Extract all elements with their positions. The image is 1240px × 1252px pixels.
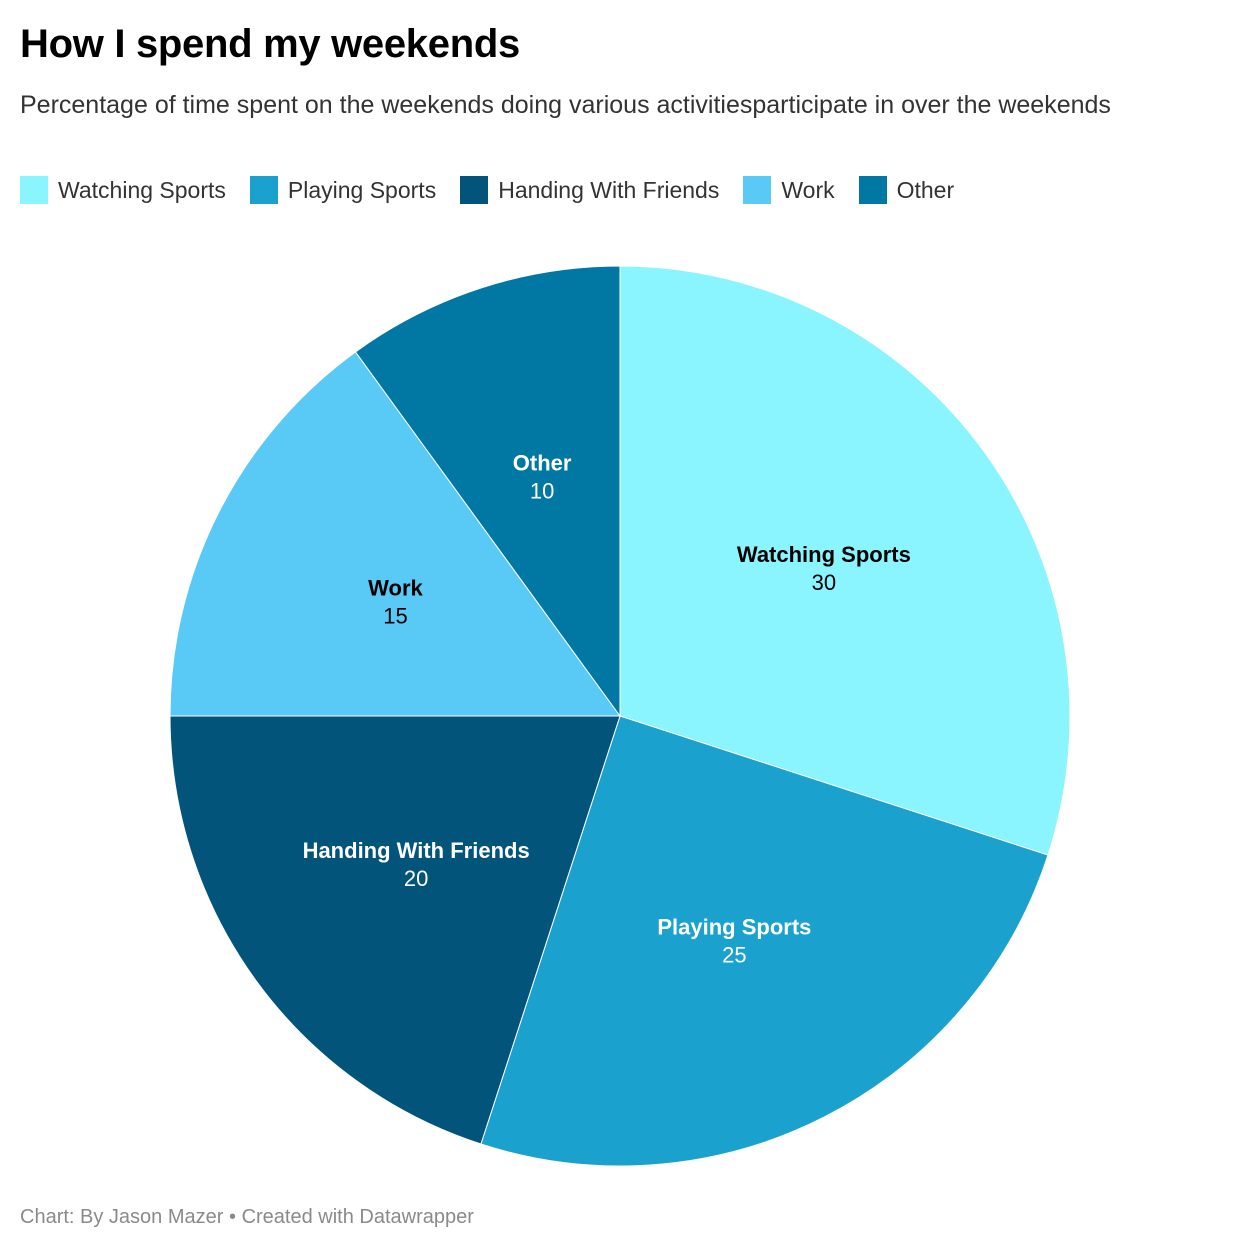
legend-swatch-other [858, 176, 887, 204]
legend-label-other: Other [896, 176, 955, 203]
chart-subtitle: Percentage of time spent on the weekends… [20, 91, 1111, 119]
chart-title: How I spend my weekends [20, 22, 520, 66]
pie-slice-work [169, 351, 621, 717]
chart-legend: Watching Sports Playing Sports Handing W… [20, 176, 978, 204]
slice-value-watching-sports: 30 [812, 570, 836, 595]
footer-credit: Created with Datawrapper [241, 1206, 474, 1228]
slice-value-playing-sports: 25 [722, 943, 746, 968]
legend-swatch-watching-sports [20, 176, 48, 204]
legend-label-work: Work [781, 176, 835, 203]
slice-label-handing-with-friends: Handing With Friends [303, 838, 530, 863]
legend-label-watching-sports: Watching Sports [58, 176, 226, 203]
chart-footer: Chart: By Jason Mazer • Created with Dat… [20, 1206, 474, 1229]
legend-label-playing-sports: Playing Sports [287, 176, 437, 203]
legend-swatch-playing-sports [249, 176, 278, 204]
legend-item-playing-sports: Playing Sports [249, 176, 437, 204]
legend-swatch-handing-with-friends [460, 176, 489, 204]
legend-item-handing-with-friends: Handing With Friends [460, 176, 719, 204]
slice-value-handing-with-friends: 20 [404, 866, 428, 891]
slice-label-watching-sports: Watching Sports [737, 542, 911, 567]
legend-item-other: Other [858, 176, 955, 204]
pie-slice-playing-sports [480, 715, 1049, 1167]
slice-value-work: 15 [383, 604, 407, 629]
legend-swatch-work [743, 176, 772, 204]
legend-item-work: Work [743, 176, 835, 204]
legend-label-handing-with-friends: Handing With Friends [498, 176, 720, 203]
pie-slice-handing-with-friends [169, 715, 621, 1145]
legend-item-watching-sports: Watching Sports [20, 176, 226, 204]
pie-slice-other [354, 265, 621, 718]
pie-slice-watching-sports [619, 265, 1071, 856]
slice-label-other: Other [513, 450, 572, 475]
slice-label-work: Work [368, 576, 423, 601]
slice-label-playing-sports: Playing Sports [657, 915, 811, 940]
slice-value-other: 10 [530, 478, 554, 503]
footer-separator: • [228, 1206, 236, 1228]
footer-source: Chart: By Jason Mazer [20, 1206, 224, 1228]
